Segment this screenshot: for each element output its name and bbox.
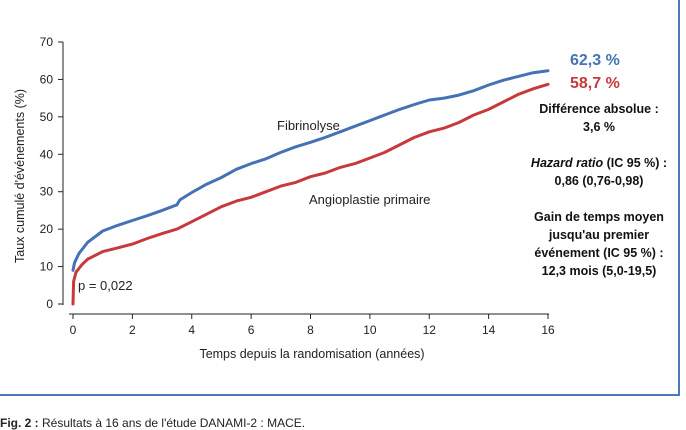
time-gain-line-2: jusqu'au premier xyxy=(548,228,650,242)
hazard-ratio-ci-label: (IC 95 %) : xyxy=(603,156,668,170)
absolute-difference-title: Différence absolue : xyxy=(539,102,659,116)
figure-number: Fig. 2 : xyxy=(0,416,39,430)
y-tick-label: 0 xyxy=(46,297,53,311)
x-tick-label: 8 xyxy=(307,323,314,337)
y-tick-label: 70 xyxy=(40,35,54,49)
y-tick-label: 40 xyxy=(40,147,54,161)
series-label-angioplastie: Angioplastie primaire xyxy=(309,192,430,207)
time-gain-line-3: événement (IC 95 %) : xyxy=(534,246,664,260)
figure-caption: Fig. 2 : Résultats à 16 ans de l'étude D… xyxy=(0,416,305,430)
x-tick-label: 16 xyxy=(541,323,555,337)
y-axis-title: Taux cumulé d'événements (%) xyxy=(13,89,27,263)
x-tick-label: 0 xyxy=(70,323,77,337)
time-gain-value: 12,3 mois (5,0-19,5) xyxy=(541,264,657,278)
absolute-difference-value: 3,6 % xyxy=(583,120,615,134)
time-gain-line-1: Gain de temps moyen xyxy=(534,210,664,224)
x-tick-label: 10 xyxy=(363,323,377,337)
x-tick-label: 4 xyxy=(188,323,195,337)
y-tick-label: 50 xyxy=(40,110,54,124)
y-tick-label: 10 xyxy=(40,260,54,274)
x-tick-label: 12 xyxy=(423,323,437,337)
hazard-ratio-value: 0,86 (0,76-0,98) xyxy=(554,174,644,188)
series-layer xyxy=(71,69,550,306)
series-line-angioplastie xyxy=(71,82,550,306)
x-tick-label: 2 xyxy=(129,323,136,337)
y-tick-label: 30 xyxy=(40,185,54,199)
hazard-ratio-title: Hazard ratio (IC 95 %) : xyxy=(518,154,680,172)
y-tick-label: 20 xyxy=(40,222,54,236)
end-value-angioplastie: 58,7 % xyxy=(570,75,620,92)
chart: 0 10 20 30 40 50 60 70 0 2 4 6 8 10 12 14 16 Fibrinolyse… xyxy=(13,35,620,361)
absolute-difference-block: Différence absolue : 3,6 % xyxy=(518,100,680,136)
hazard-ratio-block: Hazard ratio (IC 95 %) : 0,86 (0,76-0,98… xyxy=(518,154,680,190)
x-tick-label: 6 xyxy=(248,323,255,337)
hazard-ratio-italic: Hazard ratio xyxy=(530,156,604,170)
x-axis-title: Temps depuis la randomisation (années) xyxy=(199,347,424,361)
statistics-panel: Différence absolue : 3,6 % Hazard ratio … xyxy=(518,100,680,298)
x-tick-label: 14 xyxy=(482,323,496,337)
series-label-fibrinolyse: Fibrinolyse xyxy=(277,118,340,133)
time-gain-block: Gain de temps moyen jusqu'au premier évé… xyxy=(518,208,680,280)
figure-caption-text: Résultats à 16 ans de l'étude DANAMI-2 :… xyxy=(38,416,306,430)
p-value-annotation: p = 0,022 xyxy=(78,278,133,293)
end-value-fibrinolyse: 62,3 % xyxy=(570,52,620,69)
y-tick-label: 60 xyxy=(40,72,54,86)
figure-frame xyxy=(0,0,680,396)
series-line-fibrinolyse xyxy=(71,69,550,272)
chart-axes: 0 10 20 30 40 50 60 70 0 2 4 6 8 10 12 14 16 xyxy=(40,35,555,337)
